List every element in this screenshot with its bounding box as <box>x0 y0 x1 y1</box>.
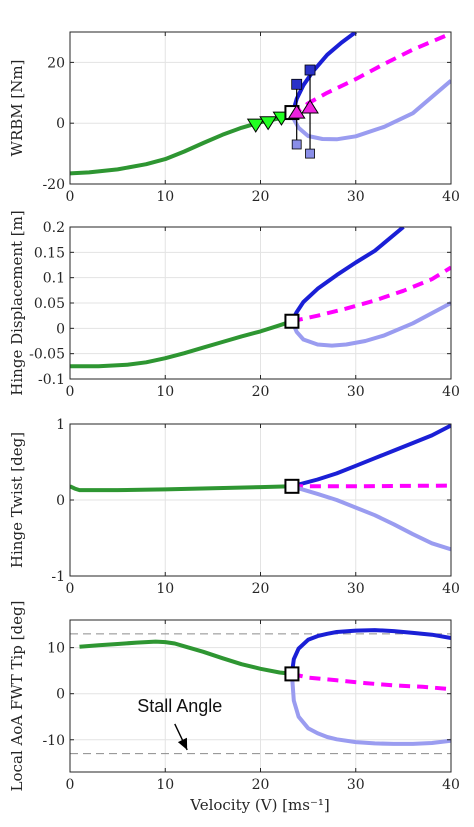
y-tick-label: 0.2 <box>43 220 65 236</box>
y-tick-label: 10 <box>47 641 65 657</box>
x-tick-label: 0 <box>66 581 75 597</box>
triangle-up-marker <box>301 99 319 114</box>
y-tick-label: 0 <box>56 687 65 703</box>
x-tick-label: 30 <box>347 777 365 793</box>
y-axis-label: Hinge Displacement [m] <box>8 210 26 395</box>
fold-point-marker <box>284 478 300 494</box>
x-tick-label: 10 <box>156 384 174 400</box>
series-unstable <box>291 265 451 324</box>
y-tick-label: -0.1 <box>38 372 65 388</box>
x-tick-label: 10 <box>156 777 174 793</box>
series-pre-fold <box>79 639 293 676</box>
y-axis-label: Hinge Twist [deg] <box>8 432 26 568</box>
x-tick-label: 40 <box>442 189 460 205</box>
series-stable-upper <box>291 424 451 489</box>
x-tick-label: 10 <box>156 189 174 205</box>
subplot-4: 0 10 20 30 40 -10 0 10 Local AoA FWT Tip [deg] St… <box>8 601 460 793</box>
series-stable-upper <box>289 32 357 117</box>
plot-area <box>70 227 451 369</box>
y-tick-label: -1 <box>51 569 65 585</box>
stall-angle-annotation: Stall Angle <box>137 696 222 716</box>
square-marker <box>304 64 316 76</box>
x-tick-label: 0 <box>66 189 75 205</box>
y-tick-label: 0.1 <box>43 271 65 287</box>
subplot-2: 0 10 20 30 40 -0.1 -0.05 0 0.05 0.1 0.15 0.2 Hinge D… <box>8 210 460 400</box>
series-unstable <box>291 671 451 692</box>
square-marker <box>305 148 315 159</box>
series-stable-upper <box>290 227 405 323</box>
y-tick-label: -20 <box>42 177 65 193</box>
y-tick-label: 0 <box>56 321 65 337</box>
plot-area <box>70 424 451 552</box>
y-axis-label: Local AoA FWT Tip [deg] <box>8 601 26 792</box>
x-tick-label: 40 <box>442 777 460 793</box>
square-marker <box>291 78 303 90</box>
x-tick-label: 20 <box>252 189 270 205</box>
triangle-down-marker <box>246 118 265 133</box>
annotation-arrowhead <box>177 737 188 750</box>
x-tick-label: 30 <box>347 581 365 597</box>
y-tick-label: 0.05 <box>34 296 65 312</box>
y-axis-label: WRBM [Nm] <box>8 60 26 157</box>
series-unstable <box>291 483 451 489</box>
x-tick-label: 0 <box>66 384 75 400</box>
series-stable-lower <box>290 301 451 348</box>
fold-point-marker <box>284 666 300 682</box>
y-tick-label: 1 <box>56 417 65 433</box>
y-tick-label: 0 <box>56 493 65 509</box>
x-tick-label: 20 <box>252 777 270 793</box>
series-stable-upper <box>289 628 451 675</box>
x-tick-label: 0 <box>66 777 75 793</box>
x-tick-label: 40 <box>442 581 460 597</box>
plot-area <box>70 32 451 176</box>
x-tick-label: 10 <box>156 581 174 597</box>
series-pre-fold <box>70 319 293 369</box>
series-stable-lower <box>291 484 451 552</box>
series-pre-fold <box>70 484 292 493</box>
series-stable-lower <box>289 673 451 746</box>
x-tick-label: 30 <box>347 189 365 205</box>
y-tick-label: 20 <box>47 55 65 71</box>
y-tick-label: -10 <box>42 733 65 749</box>
fold-point-marker <box>284 313 300 329</box>
y-tick-label: 0 <box>56 116 65 132</box>
x-tick-label: 20 <box>252 581 270 597</box>
plot-area <box>79 628 451 746</box>
square-marker <box>291 139 302 150</box>
x-tick-label: 40 <box>442 384 460 400</box>
triangle-up-marker <box>287 104 306 119</box>
x-tick-label: 30 <box>347 384 365 400</box>
y-tick-label: 0.15 <box>34 245 65 261</box>
x-axis-label: Velocity (V) [ms⁻¹] <box>189 796 330 814</box>
x-tick-label: 20 <box>252 384 270 400</box>
y-tick-label: -0.05 <box>29 347 65 363</box>
triangle-down-marker <box>259 116 278 131</box>
series-stable-lower <box>290 79 451 142</box>
